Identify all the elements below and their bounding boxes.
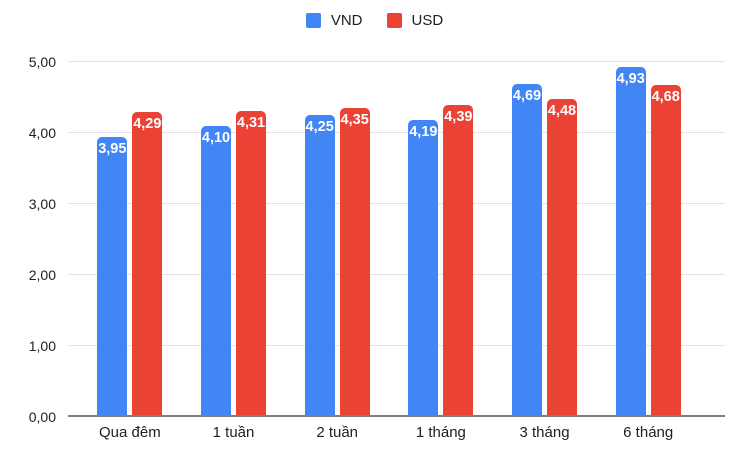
bar-value-label: 4,31 (236, 115, 266, 131)
bar-usd-4: 4,39 (443, 105, 474, 417)
bar-usd-3: 4,35 (339, 108, 370, 417)
legend-item-vnd: VND (305, 12, 363, 29)
bar-usd-2: 4,31 (236, 111, 266, 417)
bar-usd-1: 4,29 (132, 112, 163, 417)
bar-value-label: 4,69 (512, 88, 542, 105)
legend-swatch-vnd (305, 13, 321, 28)
bar-vnd-1: 3,95 (97, 136, 128, 417)
x-tick-label: 6 tháng (623, 424, 674, 441)
bar-vnd-4: 4,19 (408, 119, 439, 417)
y-tick-label: 3,00 (28, 196, 56, 212)
bar-vnd-6: 4,93 (615, 66, 646, 417)
gridline (68, 132, 725, 133)
legend-label-usd: USD (411, 12, 444, 29)
bar-value-label: 4,39 (444, 109, 473, 126)
bar-group-1: 3,95 4,29 (78, 62, 182, 417)
gridline (68, 345, 725, 346)
bar-value-label: 4,35 (340, 112, 369, 129)
y-tick-label: 4,00 (28, 125, 56, 141)
bar-vnd-3: 4,25 (304, 115, 335, 417)
bar-group-5: 4,69 4,48 (493, 62, 597, 417)
x-tick-label: 3 tháng (519, 424, 570, 441)
bar-value-label: 3,95 (98, 140, 127, 157)
x-tick-label: 2 tuần (316, 424, 359, 441)
x-tick-label: 1 tuần (212, 424, 255, 441)
y-tick-label: 5,00 (28, 54, 56, 70)
y-tick-label: 1,00 (28, 338, 56, 354)
legend-swatch-usd (386, 13, 402, 28)
bar-vnd-5: 4,69 (512, 84, 543, 417)
plot-area: 3,95 4,29 4,10 4,31 4,25 4,35 4,19 4,39 4,69 4,48… (68, 61, 725, 417)
bar-value-label: 4,48 (547, 102, 577, 119)
bar-usd-5: 4,48 (547, 98, 578, 417)
bar-group-6: 4,93 4,68 (596, 62, 700, 417)
bar-vnd-2: 4,10 (201, 125, 231, 417)
bar-groups: 3,95 4,29 4,10 4,31 4,25 4,35 4,19 4,39 4,69 4,48… (68, 62, 725, 417)
x-tick-label: Qua đêm (98, 424, 161, 441)
gridline (68, 61, 725, 62)
legend-item-usd: USD (386, 12, 444, 29)
legend-label-vnd: VND (330, 12, 363, 29)
bar-value-label: 4,25 (305, 119, 334, 136)
bar-group-4: 4,19 4,39 (389, 62, 493, 417)
y-tick-label: 0,00 (28, 409, 56, 425)
bar-group-2: 4,10 4,31 (182, 62, 286, 417)
bar-value-label: 4,29 (133, 116, 162, 133)
x-axis-labels: Qua đêm 1 tuần 2 tuần 1 tháng 3 tháng 6 tháng (68, 424, 725, 441)
bar-value-label: 4,10 (201, 129, 231, 146)
x-tick-label: 1 tháng (415, 424, 466, 441)
bar-usd-6: 4,68 (650, 84, 681, 417)
y-tick-label: 2,00 (28, 267, 56, 283)
y-axis-labels: 0,00 1,00 2,00 3,00 4,00 5,00 (0, 55, 56, 424)
x-axis-baseline (68, 415, 725, 417)
bar-value-label: 4,93 (616, 70, 645, 87)
bar-value-label: 4,19 (409, 123, 438, 140)
chart-legend: VND USD (0, 12, 749, 29)
bar-value-label: 4,68 (651, 88, 680, 105)
bar-group-3: 4,25 4,35 (285, 62, 389, 417)
gridline (68, 274, 725, 275)
gridline (68, 203, 725, 204)
